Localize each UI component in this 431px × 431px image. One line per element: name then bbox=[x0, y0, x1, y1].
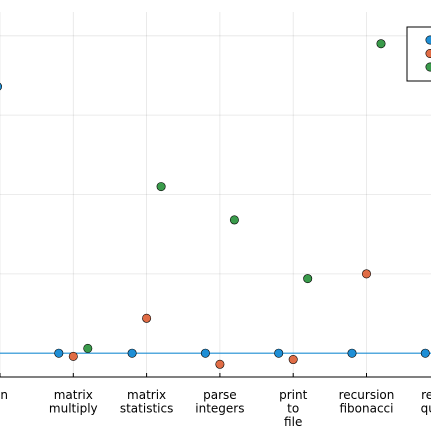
legend bbox=[406, 26, 431, 82]
data-point bbox=[420, 348, 430, 358]
data-point bbox=[376, 39, 386, 49]
data-point bbox=[68, 351, 78, 361]
x-tick-label-line: parse bbox=[203, 388, 237, 402]
data-points bbox=[54, 39, 430, 369]
x-tick-label-line: recursion bbox=[339, 388, 395, 402]
x-tick-label-line: print bbox=[279, 388, 307, 402]
x-tick-label: matrix multiply bbox=[49, 388, 98, 416]
x-tick-label-line: quicks bbox=[421, 402, 431, 416]
x-tick-label-line: to bbox=[287, 402, 299, 416]
x-tick-label: recursion fibonacci bbox=[339, 388, 395, 416]
data-point bbox=[215, 359, 225, 369]
x-tick-label-line: file bbox=[284, 415, 302, 429]
data-point bbox=[347, 348, 357, 358]
x-tick-label: print to file bbox=[279, 388, 307, 429]
x-tick-label-line: matrix bbox=[127, 388, 166, 402]
data-point bbox=[54, 348, 64, 358]
legend-marker bbox=[425, 35, 431, 45]
x-tick-label: n bbox=[0, 388, 8, 402]
x-tick-label-line: recurs bbox=[421, 388, 431, 402]
x-tick-label: parse integers bbox=[195, 388, 244, 416]
x-tick-label: recursquicks bbox=[421, 388, 431, 416]
x-tick-label-line: statistics bbox=[120, 402, 174, 416]
left-edge-mark bbox=[0, 82, 2, 91]
data-point bbox=[156, 182, 166, 192]
data-point bbox=[127, 348, 137, 358]
x-tick-label-line: matrix bbox=[54, 388, 93, 402]
x-axis bbox=[0, 373, 431, 378]
legend-marker bbox=[425, 49, 431, 58]
grid bbox=[0, 12, 431, 377]
legend-marker bbox=[425, 62, 431, 72]
data-point bbox=[200, 348, 210, 358]
data-point bbox=[274, 348, 284, 358]
data-point bbox=[303, 274, 313, 284]
x-tick-label-line: n bbox=[0, 388, 8, 402]
data-point bbox=[142, 313, 152, 323]
x-tick-label-line: integers bbox=[195, 402, 244, 416]
data-point bbox=[229, 215, 239, 225]
data-point bbox=[361, 269, 371, 279]
edge-marks bbox=[0, 82, 2, 91]
x-tick-label: matrix statistics bbox=[120, 388, 174, 416]
x-tick-label-line: fibonacci bbox=[339, 402, 393, 416]
data-point bbox=[288, 355, 298, 365]
data-point bbox=[83, 343, 93, 353]
x-tick-label-line: multiply bbox=[49, 402, 98, 416]
